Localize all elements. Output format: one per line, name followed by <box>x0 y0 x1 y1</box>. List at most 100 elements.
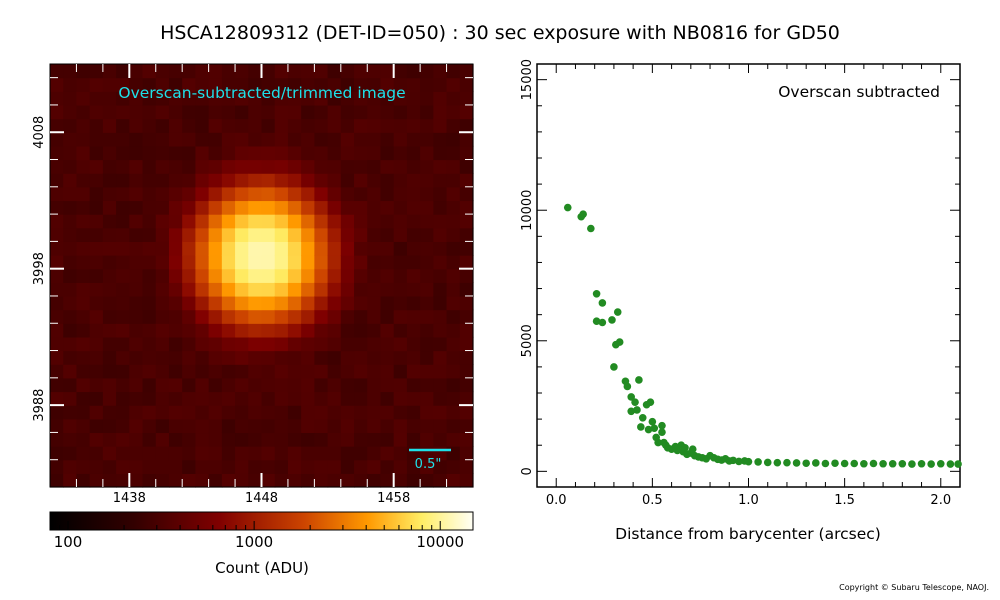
heatmap-cell <box>393 459 408 474</box>
heatmap-cell <box>446 64 461 79</box>
heatmap-cell <box>89 227 104 242</box>
heatmap-cell <box>340 323 355 338</box>
heatmap-cell <box>393 418 408 434</box>
scatter-point <box>563 203 572 212</box>
heatmap-cell <box>155 64 170 79</box>
heatmap-cell <box>301 459 315 474</box>
heatmap-cell <box>102 255 117 270</box>
heatmap-cell <box>354 350 368 365</box>
heatmap-cell <box>393 91 408 106</box>
scatter-point <box>598 299 607 307</box>
scatter-point <box>598 318 607 327</box>
heatmap-cell <box>367 227 382 242</box>
heatmap-cell <box>142 377 157 393</box>
heatmap-cell <box>208 309 223 324</box>
heatmap-cell <box>261 446 276 461</box>
heatmap-cell <box>168 132 183 147</box>
heatmap-cell <box>380 391 395 406</box>
scatter-point <box>654 438 662 447</box>
heatmap-cell <box>76 473 91 488</box>
heatmap-cell <box>301 91 315 106</box>
heatmap-cell <box>248 132 263 147</box>
heatmap-cell <box>142 405 157 420</box>
heatmap-cell <box>76 227 91 242</box>
heatmap-cell <box>380 364 395 379</box>
heatmap-cell <box>340 391 355 406</box>
heatmap-cell <box>287 295 302 311</box>
heatmap-cell <box>406 391 421 406</box>
heatmap-cell <box>287 214 302 229</box>
heatmap-cell <box>116 145 130 161</box>
heatmap-cell <box>129 104 144 120</box>
heatmap-cell <box>446 459 461 474</box>
heatmap-cell <box>261 391 276 406</box>
heatmap-cell <box>182 241 197 256</box>
heatmap-cell <box>287 446 302 461</box>
heatmap-cell <box>102 77 117 92</box>
heatmap-cell <box>182 446 197 461</box>
heatmap-cell <box>89 255 104 270</box>
heatmap-cell <box>420 295 434 311</box>
heatmap-cell <box>367 241 382 256</box>
heatmap-cell <box>102 391 117 406</box>
heatmap-cell <box>221 418 236 434</box>
heatmap-cell <box>287 282 302 297</box>
heatmap-cell <box>235 295 249 311</box>
heatmap-cell <box>155 350 170 365</box>
heatmap-cell <box>208 173 223 188</box>
heatmap-cell <box>76 214 91 229</box>
heatmap-cell <box>354 118 368 133</box>
heatmap-cell <box>63 118 78 133</box>
heatmap-cell <box>301 255 315 270</box>
heatmap-cell <box>102 336 117 352</box>
heatmap-cell <box>406 132 421 147</box>
heatmap-cell <box>168 145 183 161</box>
heatmap-cell <box>235 446 249 461</box>
heatmap-cell <box>327 104 342 120</box>
heatmap-cell <box>221 118 236 133</box>
heatmap-cell <box>89 145 104 161</box>
heatmap-cell <box>235 132 249 147</box>
heatmap-cell <box>129 364 144 379</box>
heatmap-cell <box>208 77 223 92</box>
heatmap-cell <box>459 227 474 242</box>
heatmap-cell <box>380 77 395 92</box>
heatmap-cell <box>406 364 421 379</box>
heatmap-cell <box>340 173 355 188</box>
heatmap-cell <box>168 418 183 434</box>
heatmap-cell <box>354 200 368 215</box>
scale-bar-label: 0.5" <box>415 457 442 472</box>
heatmap-cell <box>63 432 78 447</box>
heatmap-cell <box>367 145 382 161</box>
heatmap-cell <box>116 282 130 297</box>
heatmap-cell <box>208 186 223 202</box>
heatmap-cell <box>208 405 223 420</box>
y-tick-label: 3998 <box>32 252 47 285</box>
heatmap-cell <box>393 336 408 352</box>
heatmap-cell <box>380 473 395 488</box>
heatmap-cell <box>89 104 104 120</box>
heatmap-cell <box>393 446 408 461</box>
heatmap-cell <box>459 446 474 461</box>
heatmap-cell <box>129 132 144 147</box>
scatter-point <box>592 317 601 325</box>
heatmap-cell <box>168 391 183 406</box>
heatmap-cell <box>182 418 197 434</box>
heatmap-cell <box>116 364 130 379</box>
heatmap-cell <box>116 104 130 120</box>
heatmap-cell <box>406 118 421 133</box>
heatmap-cell <box>420 473 434 488</box>
heatmap-cell <box>301 132 315 147</box>
heatmap-cell <box>63 255 78 270</box>
x-tick-label: 1448 <box>245 491 278 506</box>
heatmap-cell <box>50 418 64 434</box>
heatmap-cell <box>248 159 263 174</box>
heatmap-cell <box>182 214 197 229</box>
heatmap-cell <box>274 227 289 242</box>
heatmap-cell <box>76 295 91 311</box>
heatmap-cell <box>235 227 249 242</box>
heatmap-cell <box>89 309 104 324</box>
heatmap-cell <box>327 432 342 447</box>
heatmap-cell <box>433 377 448 393</box>
